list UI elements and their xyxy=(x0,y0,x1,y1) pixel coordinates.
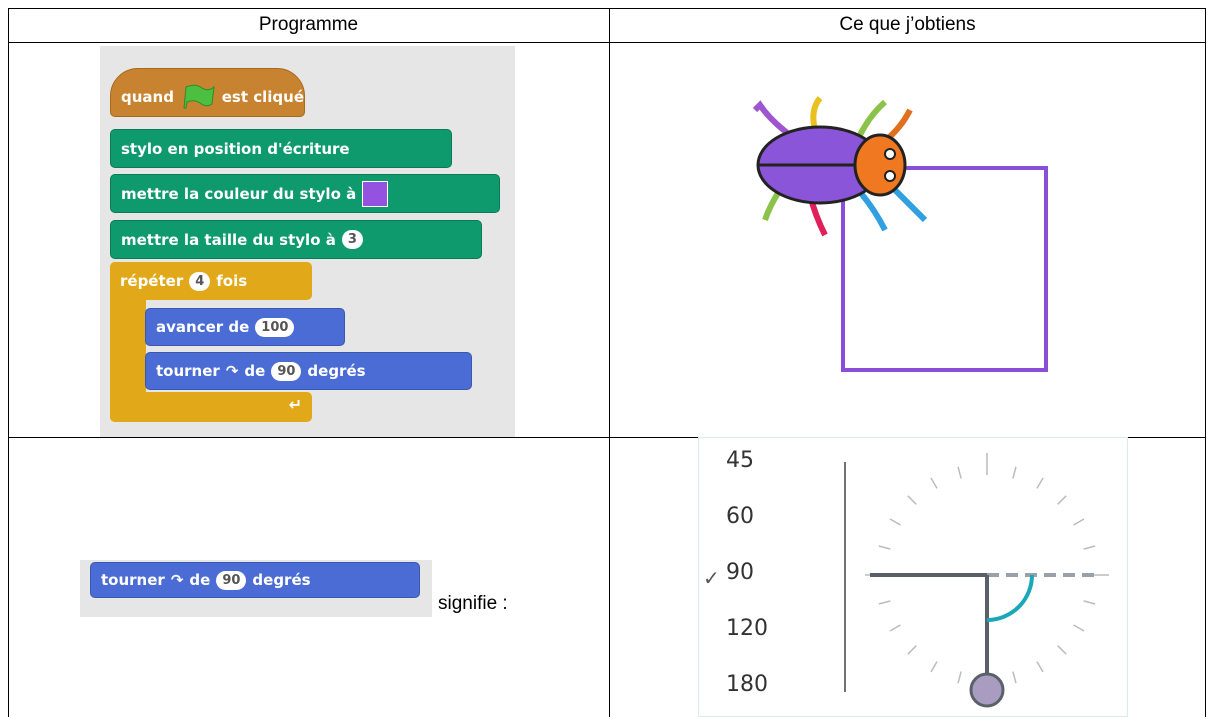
dial xyxy=(844,453,1109,708)
block-text: tourner xyxy=(101,571,165,589)
motion-block: tourner ↷ de 90 degrés xyxy=(90,562,420,598)
dial-handle xyxy=(969,672,1005,708)
block-text: mettre la taille du stylo à xyxy=(121,230,336,249)
dial-tick xyxy=(1083,600,1096,605)
header-cell: Ce que j’obtiens xyxy=(839,14,976,35)
pen-block: mettre la taille du stylo à 3 xyxy=(110,220,482,259)
dial-tick xyxy=(889,518,901,526)
dial-tick xyxy=(1012,466,1017,479)
input-value: 90 xyxy=(216,570,247,590)
block-text: stylo en position d'écriture xyxy=(121,139,350,158)
block-text: mettre la couleur du stylo à xyxy=(121,184,357,203)
stage xyxy=(752,96,1048,372)
header-cell: Programme xyxy=(258,14,359,35)
dial-tick xyxy=(930,661,938,673)
motion-block: tourner ↷ de 90 degrés xyxy=(145,352,472,390)
menu-option[interactable]: 45 xyxy=(726,448,754,473)
menu-option[interactable]: 60 xyxy=(726,504,754,529)
input-value: 3 xyxy=(341,230,363,249)
table-border xyxy=(8,8,1206,9)
repeat-block: ↵ xyxy=(110,392,312,422)
block-text: tourner xyxy=(156,362,220,380)
block-text: quand xyxy=(121,87,174,106)
block-text: de xyxy=(189,571,211,589)
pen-block: mettre la couleur du stylo à xyxy=(110,174,500,213)
dial-tick xyxy=(930,477,938,489)
dial-tick xyxy=(889,624,901,632)
block-text: de xyxy=(244,362,266,380)
dial-tick xyxy=(957,466,962,479)
block-text: avancer de xyxy=(156,318,250,336)
loop-arrow: ↵ xyxy=(288,395,302,414)
dial-tick xyxy=(878,545,891,550)
dial-tick xyxy=(907,495,917,505)
table-border xyxy=(609,8,610,717)
block-text: degrés xyxy=(252,571,311,589)
menu-option[interactable]: 90 xyxy=(726,560,754,585)
caption: signifie : xyxy=(438,593,508,614)
flag-icon xyxy=(183,84,215,108)
pen-block: stylo en position d'écriture xyxy=(110,129,452,168)
turn-icon: ↷ xyxy=(170,571,184,589)
input-value: 4 xyxy=(189,271,211,291)
dial-tick xyxy=(1073,624,1085,632)
repeat-header: répéter 4 fois xyxy=(110,262,247,300)
dial-tick xyxy=(907,645,917,655)
dial-tick xyxy=(1057,645,1067,655)
angle-arc xyxy=(986,574,1034,622)
dial-tick xyxy=(1012,671,1017,684)
dial-tick xyxy=(878,600,891,605)
hat-block: quand est cliqué xyxy=(110,68,305,117)
block-text: fois xyxy=(216,272,248,290)
color-swatch xyxy=(362,180,389,207)
block-text: degrés xyxy=(307,362,366,380)
menu-option[interactable]: 120 xyxy=(726,616,768,641)
dial-tick xyxy=(1036,477,1044,489)
dial-tick xyxy=(957,671,962,684)
table-border xyxy=(8,8,9,717)
beetle-sprite xyxy=(752,96,928,237)
dial-tick xyxy=(1083,545,1096,550)
dial-tick xyxy=(1073,518,1085,526)
block-text: répéter xyxy=(120,272,184,290)
motion-block: avancer de 100 xyxy=(145,308,345,346)
turn-icon: ↷ xyxy=(225,362,239,380)
dial-tick xyxy=(1057,495,1067,505)
table-border xyxy=(8,42,1206,43)
dial-tick xyxy=(1036,661,1044,673)
drawn-square xyxy=(841,166,1048,372)
menu-option[interactable]: 180 xyxy=(726,672,768,697)
input-value: 90 xyxy=(271,361,302,381)
block-text: est cliqué xyxy=(221,87,304,106)
table-border xyxy=(8,437,1206,438)
input-value: 100 xyxy=(255,317,295,337)
check-mark: ✓ xyxy=(703,566,720,590)
table-border xyxy=(1205,8,1206,717)
